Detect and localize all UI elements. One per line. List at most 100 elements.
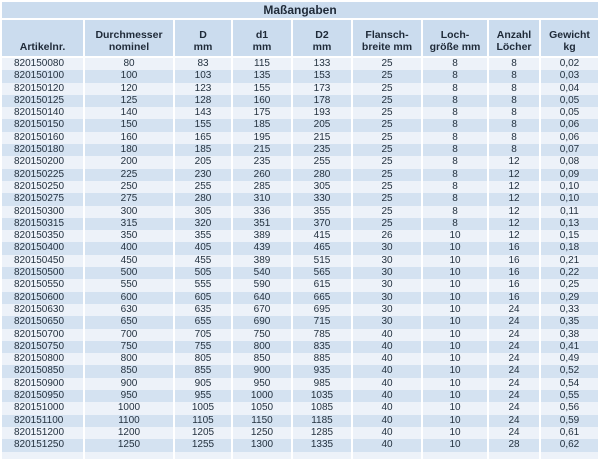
col-header-label: Durchmesser [95,29,163,41]
table-cell: 820150150 [14,119,65,131]
table-row: 820150180 180 185 215 235 25 8 8 0,07 [2,144,598,157]
col-header-label: größe mm [429,41,481,53]
table-cell: 8 [487,70,540,83]
table-cell: 10 [421,402,488,415]
table-cell: 0,06 [539,131,598,145]
table-cell: 1100 [83,414,174,427]
table-cell: 8 [421,168,488,181]
col-header-d1: d1 mm [231,20,292,58]
table-cell: 715 [291,316,352,329]
table-cell: 150 [83,119,174,132]
table-cell: 195 [231,131,292,145]
table-cell: 8 [487,119,540,132]
table-cell: 8 [487,94,540,108]
table-cell: 465 [291,242,352,255]
table-cell: 820151200 [14,426,65,438]
table-cell: 24 [487,426,540,440]
table-cell: 820150630 [14,303,65,315]
table-cell: 1335 [291,439,352,452]
table-cell: 1000 [83,402,174,415]
table-row: 820151200 1200 1205 1250 1285 40 10 24 0,61 [2,426,598,440]
table-cell: 835 [291,340,352,354]
filler-cell [231,451,292,459]
table-cell: 650 [83,316,174,329]
table-cell: 178 [291,94,352,108]
table-cell: 455 [173,254,232,268]
table-cell: 8 [421,107,488,120]
table-cell: 10 [421,365,488,378]
table-cell: 1050 [231,402,292,415]
table-cell: 30 [351,316,422,329]
table-row: 820150140 140 143 175 193 25 8 8 0,05 [2,107,598,120]
table-cell: 0,05 [539,107,598,120]
table-cell: 320 [173,217,232,231]
table-cell: 280 [173,193,232,206]
table-row: 820150630 630 635 670 695 30 10 24 0,33 [2,303,598,317]
col-header-d: D mm [173,20,232,58]
table-cell: 820150750 [14,340,65,352]
table-cell: 820150500 [14,267,65,279]
table-cell: 0,54 [539,377,598,391]
table-cell: 655 [173,316,232,329]
table-cell: 500 [83,267,174,280]
table-cell: 905 [173,377,232,391]
table-cell: 16 [487,242,540,255]
table-cell: 40 [351,365,422,378]
table-cell: 1205 [173,426,232,440]
table-cell: 615 [291,279,352,292]
table-cell: 25 [351,82,422,95]
table-cell: 25 [351,107,422,120]
table-cell: 10 [421,353,488,366]
table-cell: 820150225 [14,168,65,180]
table-cell: 1250 [231,426,292,440]
table-cell: 315 [83,217,174,231]
table-cell: 1150 [231,414,292,427]
table-cell: 0,35 [539,316,598,329]
table-cell: 16 [487,267,540,280]
table-cell: 25 [351,205,422,218]
table-cell: 800 [231,340,292,354]
table-row: 820150950 950 955 1000 1035 40 10 24 0,55 [2,390,598,403]
table-cell: 540 [231,267,292,280]
table-cell: 10 [421,316,488,329]
table-cell: 12 [487,193,540,206]
table-cell: 0,15 [539,230,598,243]
table-cell: 120 [83,82,174,95]
table-row: 820150850 850 855 900 935 40 10 24 0,52 [2,365,598,378]
table-cell: 355 [173,230,232,243]
col-header-label: Artikelnr. [19,41,66,53]
table-cell: 415 [291,230,352,243]
table-cell: 439 [231,242,292,255]
table-cell: 700 [83,328,174,341]
table-cell: 0,29 [539,291,598,304]
table-cell: 10 [421,340,488,354]
table-row: 820150400 400 405 439 465 30 10 16 0,18 [2,242,598,255]
table-cell: 370 [291,217,352,231]
table-cell: 8 [487,144,540,157]
col-header-flanschbreite: Flansch- breite mm [351,20,422,58]
table-cell: 505 [173,267,232,280]
table-cell: 885 [291,353,352,366]
table-cell: 235 [291,144,352,157]
table-row: 820150200 200 205 235 255 25 8 12 0,08 [2,156,598,169]
table-cell: 755 [173,340,232,354]
table-cell: 10 [421,254,488,268]
table-cell: 0,08 [539,156,598,169]
filler-cell [83,451,174,459]
table-cell: 260 [231,168,292,181]
table-cell: 690 [231,316,292,329]
table-cell: 0,49 [539,353,598,366]
table-row: 820150080 80 83 115 133 25 8 8 0,02 [2,57,598,71]
col-header-anzahl-loecher: Anzahl Löcher [487,20,540,58]
table-cell: 800 [83,353,174,366]
table-cell: 1005 [173,402,232,415]
table-cell: 8 [421,180,488,194]
table-cell: 153 [291,70,352,83]
table-cell: 820150140 [14,107,65,119]
table-body: 820150080 80 83 115 133 25 8 8 0,02 820150100 100 1… [2,57,598,452]
table-cell: 125 [83,94,174,108]
table-cell: 0,59 [539,414,598,427]
table-cell: 10 [421,426,488,440]
table-row: 820150450 450 455 389 515 30 10 16 0,21 [2,254,598,268]
table-cell: 0,10 [539,193,598,206]
